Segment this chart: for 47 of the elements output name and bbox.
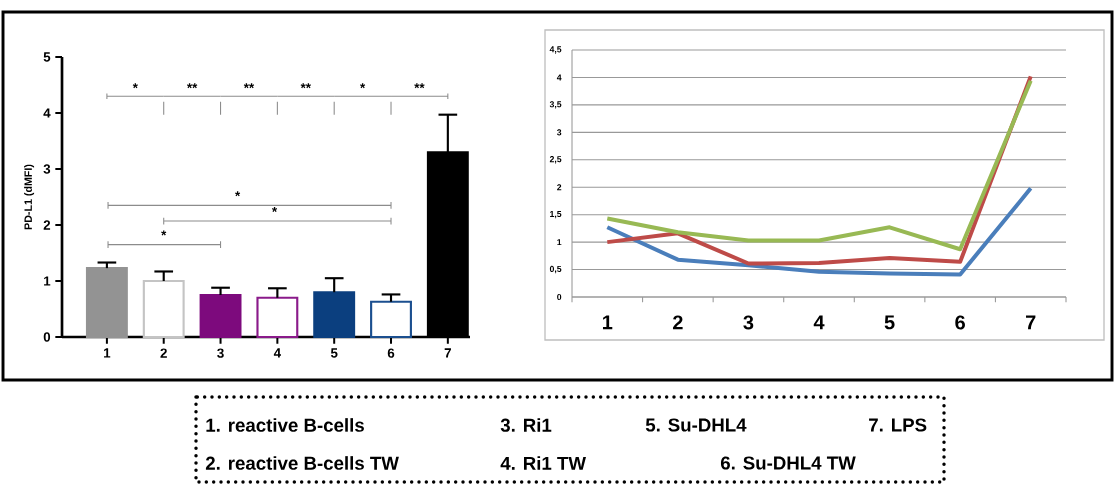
x-tick-label: 6	[955, 315, 965, 330]
x-tick-label: 1	[602, 315, 613, 330]
y-tick-label: 3	[556, 129, 562, 136]
x-tick-label: 2	[672, 315, 683, 330]
x-tick-label: 5	[330, 348, 338, 358]
annotation: *	[360, 83, 366, 89]
x-tick-label: 4	[813, 315, 825, 330]
text: 1. reactive B-cells	[206, 418, 364, 432]
y-tick-label: 3,5	[549, 101, 562, 109]
annotation: *	[271, 206, 278, 212]
x-tick-label: 7	[444, 348, 451, 358]
x-tick-label: 4	[273, 348, 281, 358]
y-tick-label: 0	[557, 293, 562, 301]
x-tick-label: 2	[160, 348, 167, 358]
text: 6. Su-DHL4 TW	[720, 456, 856, 470]
text: 7. LPS	[869, 418, 927, 432]
y-tick-label: 1	[557, 239, 562, 246]
x-tick-label: 1	[104, 348, 111, 358]
x-tick-label: 7	[1026, 315, 1036, 330]
y-tick-label: 4	[556, 74, 562, 81]
x-tick-label: 6	[387, 348, 395, 358]
text: 3. Ri1	[500, 418, 552, 432]
text: 4. Ri1 TW	[500, 456, 586, 470]
annotation: **	[414, 83, 425, 89]
y-tick-label: 4	[43, 108, 51, 118]
y-tick-label: 2,5	[549, 156, 562, 164]
annotation: *	[132, 83, 138, 89]
y-tick-label: 3	[43, 164, 51, 174]
y-tick-label: 1	[44, 276, 51, 286]
y-tick-label: 5	[43, 52, 51, 62]
y-tick-label: 2	[557, 184, 562, 191]
y-tick-label: 2	[43, 220, 51, 230]
annotation: *	[161, 230, 167, 236]
y-tick-label: 0	[43, 332, 51, 342]
x-tick-label: 5	[884, 315, 895, 330]
annotation: **	[300, 83, 311, 89]
x-tick-label: 3	[743, 315, 754, 330]
annotation: *	[235, 191, 241, 197]
annotation: **	[186, 83, 198, 89]
annotation: **	[243, 83, 255, 89]
y-axis-title: PD-L1 (dMFI)	[24, 164, 35, 230]
y-tick-label: 4,5	[549, 46, 562, 54]
text: 5. Su-DHL4	[645, 418, 747, 432]
text: 2. reactive B-cells TW	[205, 456, 399, 470]
y-tick-label: 1,5	[550, 211, 562, 219]
y-tick-label: 0,5	[549, 265, 562, 274]
x-tick-label: 3	[217, 348, 224, 358]
